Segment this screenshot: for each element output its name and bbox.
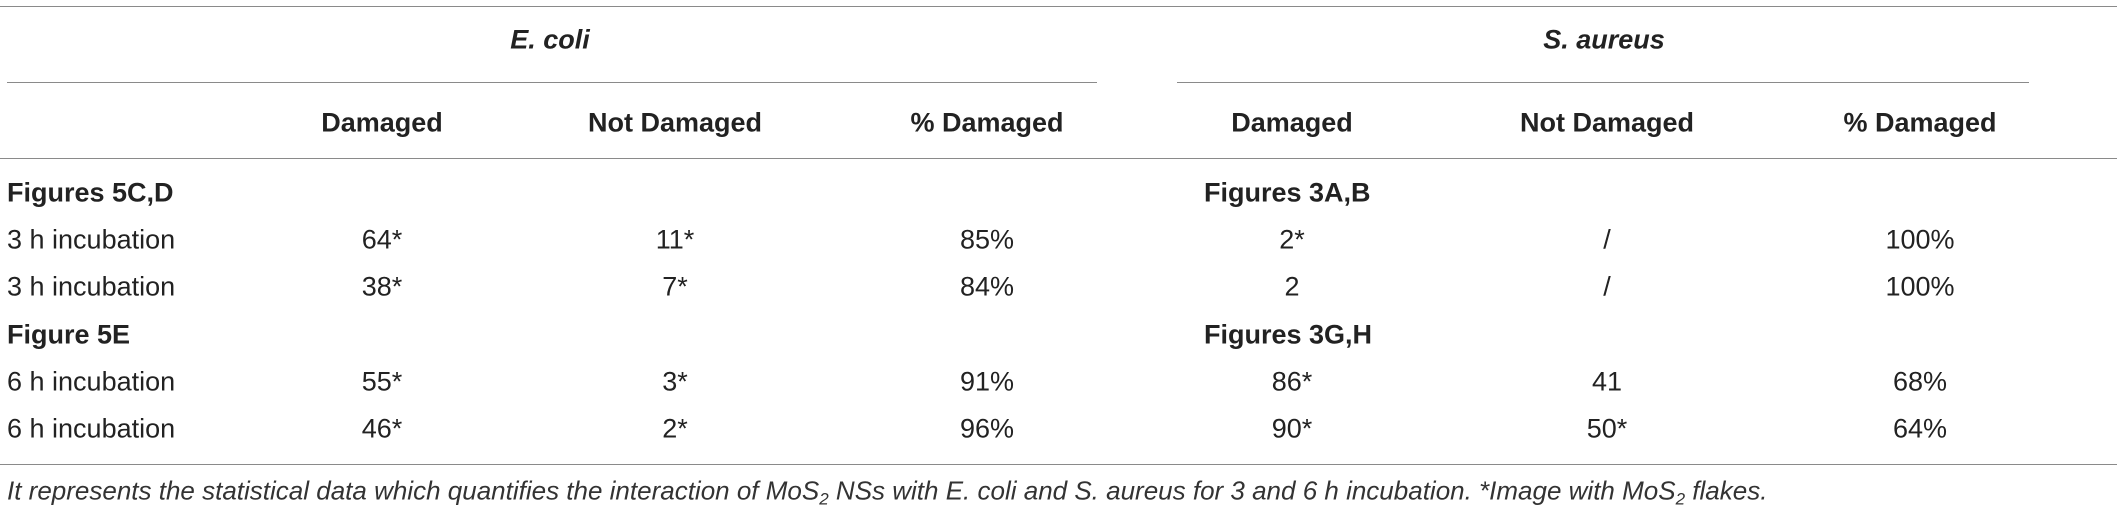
cell: 50* xyxy=(1586,413,1628,444)
footnote-text: NSs with E. coli and S. aureus for 3 and… xyxy=(828,475,1676,506)
cell: 85% xyxy=(959,224,1015,255)
cell: 41 xyxy=(1591,366,1623,397)
rule xyxy=(1177,82,2029,83)
footnote-text: It represents the statistical data which… xyxy=(7,475,820,506)
cell: 91% xyxy=(959,366,1015,397)
section-heading: Figures 5C,D xyxy=(7,177,174,208)
subscript: 2 xyxy=(1675,489,1686,509)
cell: 3* xyxy=(662,366,688,397)
row-label: 6 h incubation xyxy=(7,366,176,397)
cell: 11* xyxy=(655,224,695,255)
footnote-text: flakes. xyxy=(1685,475,1768,506)
row-label: 3 h incubation xyxy=(7,271,176,302)
rule xyxy=(7,82,1097,83)
cell: 2 xyxy=(1284,271,1300,302)
cell: 90* xyxy=(1271,413,1313,444)
cell: 96% xyxy=(959,413,1015,444)
cell: / xyxy=(1603,271,1611,302)
cell: 2* xyxy=(662,413,688,444)
cell: 55* xyxy=(361,366,403,397)
cell: 38* xyxy=(361,271,403,302)
cell: 2* xyxy=(1279,224,1305,255)
column-header: Not Damaged xyxy=(587,107,763,138)
column-header: Not Damaged xyxy=(1519,107,1695,138)
cell: 7* xyxy=(662,271,688,302)
footnote: It represents the statistical data which… xyxy=(7,475,1768,509)
row-label: 6 h incubation xyxy=(7,413,176,444)
cell: 84% xyxy=(959,271,1015,302)
section-heading: Figure 5E xyxy=(7,319,131,350)
cell: 100% xyxy=(1885,271,1955,302)
column-header: % Damaged xyxy=(910,107,1064,138)
cell: 64% xyxy=(1892,413,1948,444)
cell: 64* xyxy=(361,224,403,255)
section-heading: Figures 3G,H xyxy=(1204,319,1373,350)
rule xyxy=(0,158,2117,159)
column-header: Damaged xyxy=(1231,107,1353,138)
row-label: 3 h incubation xyxy=(7,224,176,255)
rule xyxy=(0,6,2117,7)
cell: 46* xyxy=(361,413,403,444)
cell: 86* xyxy=(1271,366,1313,397)
group-header: E. coli xyxy=(510,24,590,55)
cell: 68% xyxy=(1892,366,1948,397)
column-header: % Damaged xyxy=(1843,107,1997,138)
section-heading: Figures 3A,B xyxy=(1204,177,1371,208)
subscript: 2 xyxy=(819,489,829,509)
rule xyxy=(0,464,2117,465)
cell: 100% xyxy=(1885,224,1955,255)
group-header: S. aureus xyxy=(1543,24,1665,55)
cell: / xyxy=(1603,224,1611,255)
column-header: Damaged xyxy=(321,107,443,138)
